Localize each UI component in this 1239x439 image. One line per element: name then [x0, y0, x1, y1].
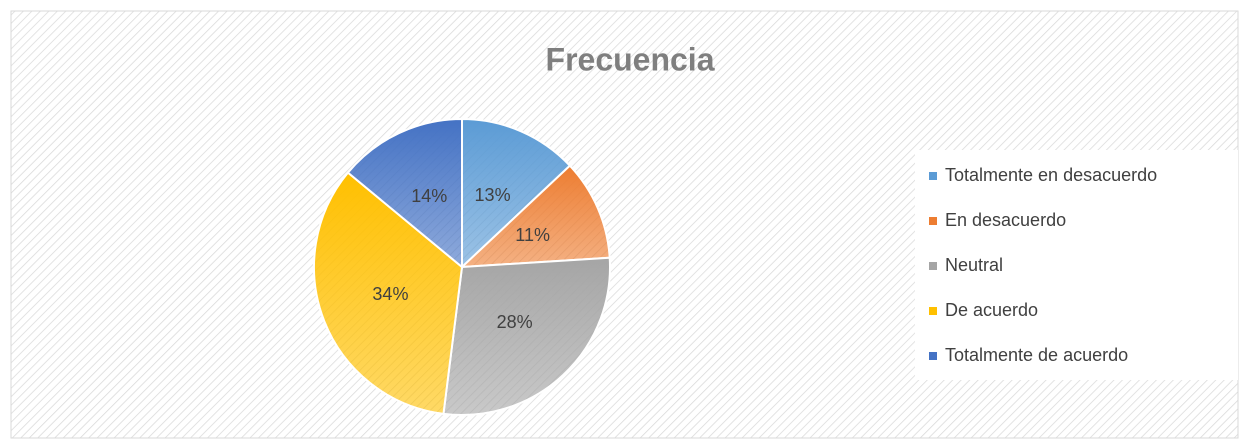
- pie-slice: [313, 171, 464, 415]
- legend-label: Totalmente de acuerdo: [945, 345, 1128, 365]
- data-label: 11%: [515, 225, 550, 245]
- legend-swatch: [929, 307, 937, 315]
- data-label: 28%: [497, 312, 533, 332]
- legend-swatch: [929, 172, 937, 180]
- pie-slice: [461, 117, 572, 270]
- legend-swatch: [929, 262, 937, 270]
- pie-slice: [459, 164, 611, 269]
- legend-box: [915, 150, 1238, 380]
- legend-label: Neutral: [945, 255, 1003, 275]
- chart-title: Frecuencia: [546, 41, 715, 77]
- pie-slice: [442, 256, 611, 416]
- legend-label: En desacuerdo: [945, 210, 1066, 230]
- legend-label: De acuerdo: [945, 300, 1038, 320]
- data-label: 14%: [411, 186, 447, 206]
- legend-swatch: [929, 217, 937, 225]
- legend-label: Totalmente en desacuerdo: [945, 165, 1157, 185]
- data-label: 13%: [475, 185, 511, 205]
- pie-slice: [346, 117, 463, 270]
- data-label: 34%: [372, 284, 408, 304]
- legend-swatch: [929, 352, 937, 360]
